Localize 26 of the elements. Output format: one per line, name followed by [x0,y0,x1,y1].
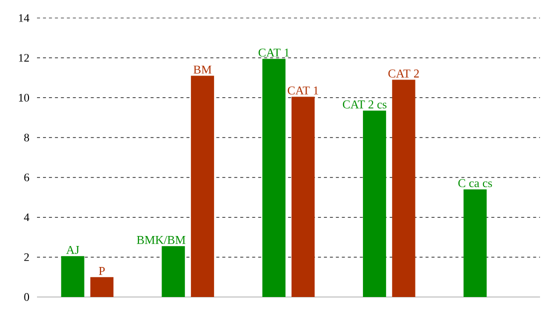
bar [292,96,315,297]
data-label: CAT 2 cs [342,100,386,108]
bar [90,277,114,297]
bar [392,80,416,297]
y-tick-label: 10 [19,94,30,102]
bar [162,246,185,297]
data-label: AJ [66,246,80,254]
bar [362,110,386,297]
data-label: CAT 1 [288,86,318,95]
y-tick-label: 6 [24,174,30,182]
bar [190,76,214,297]
y-tick-label: 12 [19,54,29,62]
data-label: CAT 2 [388,70,419,78]
data-label: CAT 1 [258,48,289,57]
y-tick-label: 0 [24,293,30,301]
data-label: BMK/BM [136,236,186,244]
y-tick-label: 8 [24,134,30,142]
bar [464,189,487,297]
data-label: C ca cs [458,179,492,188]
y-tick-label: 4 [24,214,30,222]
y-tick-label: 2 [24,253,29,261]
data-label: BM [194,66,212,74]
y-tick-label: 14 [19,14,30,22]
bar [262,58,286,297]
bar [61,256,84,297]
data-label: P [98,267,105,275]
